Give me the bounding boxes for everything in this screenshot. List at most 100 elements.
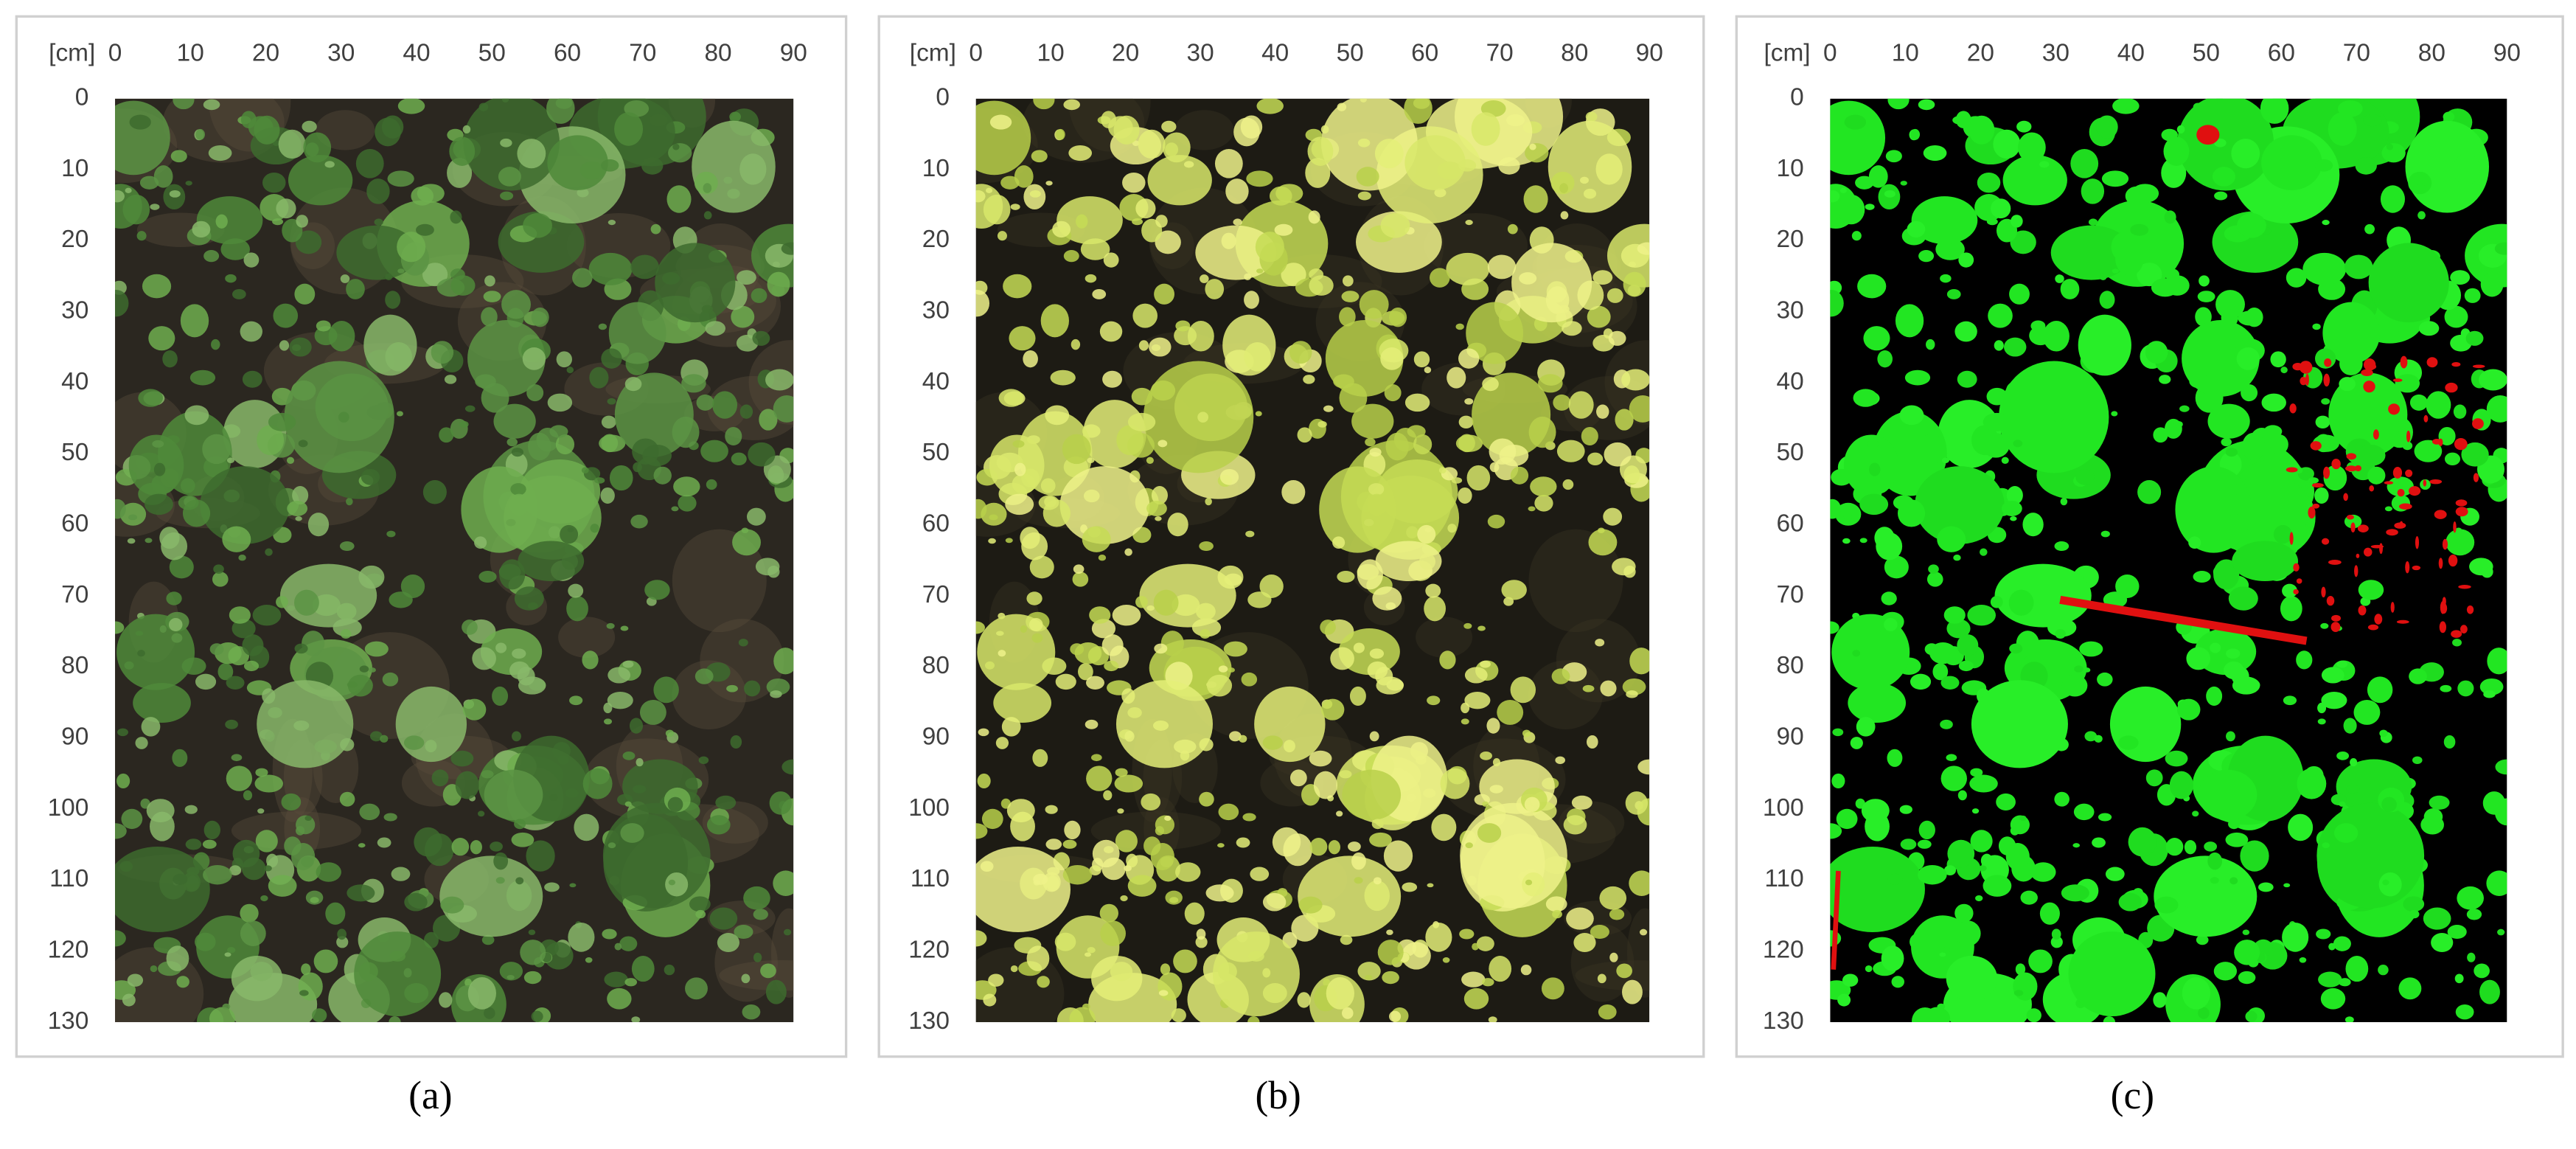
plant — [1924, 1007, 1951, 1022]
weed-mask — [2344, 465, 2358, 472]
plant — [1389, 307, 1407, 327]
plant — [736, 270, 756, 285]
plant — [2210, 642, 2221, 653]
plant — [1604, 442, 1632, 467]
plant — [1988, 303, 2013, 328]
plant — [668, 143, 692, 163]
plant — [294, 589, 319, 616]
plant — [2242, 929, 2250, 935]
plant — [983, 993, 997, 1007]
plant — [1975, 895, 1983, 902]
plant — [1070, 643, 1085, 656]
plant — [1915, 466, 2005, 544]
weed-mask — [2386, 529, 2398, 536]
plant — [431, 769, 449, 787]
plant — [2321, 691, 2347, 709]
plant — [203, 820, 220, 840]
plant — [2403, 896, 2425, 912]
weed-mask — [2451, 630, 2462, 638]
plant — [641, 157, 664, 175]
plant — [346, 497, 353, 506]
plant — [601, 415, 616, 428]
plant — [1555, 756, 1565, 765]
plant — [2072, 843, 2081, 848]
x-tick-label: 70 — [1486, 39, 1514, 66]
plant — [1153, 589, 1179, 616]
plant — [1103, 252, 1119, 268]
plant — [439, 427, 454, 443]
plant — [129, 114, 151, 130]
plant — [624, 377, 642, 392]
plant — [1199, 791, 1214, 807]
plant — [604, 971, 628, 987]
plant — [1262, 892, 1287, 912]
plant — [499, 559, 526, 590]
plant — [1164, 815, 1172, 822]
plant — [732, 529, 761, 556]
plant — [354, 931, 442, 1017]
plant — [2228, 586, 2258, 611]
plant — [439, 855, 543, 937]
plant — [1464, 667, 1488, 684]
plant — [2016, 120, 2032, 133]
plant — [998, 389, 1024, 407]
plant — [307, 513, 330, 537]
plant — [500, 138, 512, 147]
plant — [2429, 795, 2450, 810]
plant — [281, 793, 302, 811]
plant — [1571, 795, 1592, 810]
unit-label: [cm] — [910, 39, 956, 66]
plant — [2099, 273, 2107, 281]
plant — [773, 870, 794, 896]
plant — [1946, 289, 1961, 299]
plant — [1955, 111, 1971, 129]
plant — [1458, 415, 1474, 428]
plant — [1830, 290, 1844, 317]
plant — [1553, 394, 1571, 411]
plant — [2386, 143, 2394, 150]
plant — [231, 955, 283, 1002]
plant — [1029, 190, 1041, 198]
plant — [255, 830, 278, 853]
plant — [1615, 409, 1634, 431]
weed-mask — [2346, 515, 2354, 520]
plant — [528, 432, 551, 461]
plant — [1863, 326, 1890, 351]
plant — [1628, 261, 1637, 268]
plant — [358, 843, 366, 848]
plant — [122, 194, 150, 225]
plant — [478, 810, 485, 817]
plant — [138, 389, 164, 407]
plant — [2261, 135, 2322, 190]
weed-mask — [2408, 486, 2421, 496]
plant — [1050, 369, 1076, 386]
plant — [257, 680, 354, 768]
plant — [2003, 337, 2027, 357]
plant — [2018, 132, 2046, 163]
y-tick-label: 90 — [922, 723, 950, 750]
plant — [2096, 115, 2118, 139]
plant — [2238, 971, 2256, 985]
plant — [232, 289, 246, 299]
plant — [581, 467, 589, 474]
plant — [2241, 383, 2258, 402]
plant — [2450, 270, 2471, 285]
y-tick-label: 10 — [1777, 155, 1804, 182]
plant — [681, 374, 706, 393]
plant — [1092, 839, 1120, 868]
plant — [1055, 673, 1076, 690]
y-tick-label: 100 — [1763, 794, 1804, 822]
plant — [2466, 909, 2482, 920]
plant — [1498, 157, 1520, 175]
plant — [1541, 977, 1564, 1000]
weed-mask — [2384, 481, 2394, 485]
plant — [2015, 963, 2026, 976]
plant — [1917, 839, 1932, 849]
plant — [2115, 574, 2140, 598]
plant — [1530, 476, 1557, 497]
plant — [1158, 972, 1183, 1001]
plant — [1529, 143, 1536, 150]
x-tick-label: 90 — [1636, 39, 1663, 66]
plant — [2479, 979, 2500, 1004]
plant — [2414, 440, 2443, 462]
